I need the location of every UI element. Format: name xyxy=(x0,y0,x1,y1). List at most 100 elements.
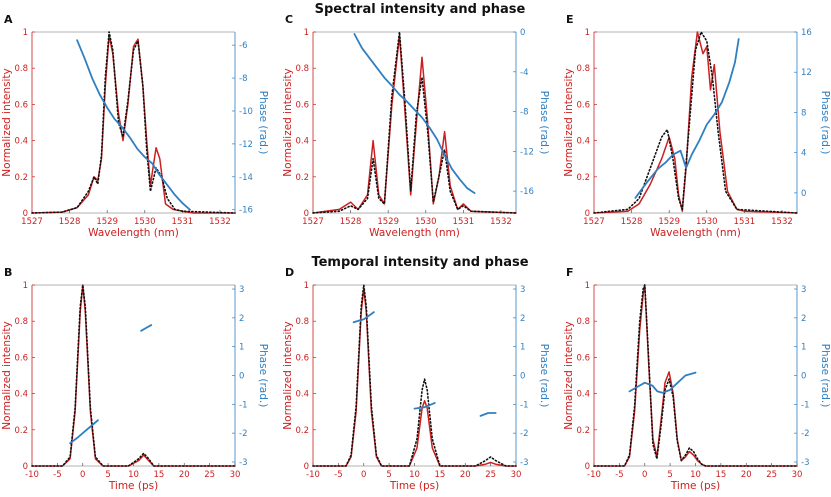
y2-tick-label: -4 xyxy=(520,68,528,78)
y2-tick-label: 2 xyxy=(520,314,525,324)
y2-tick-label: -3 xyxy=(801,458,809,468)
x-tick-label: 1527 xyxy=(583,217,605,227)
panel-label: A xyxy=(4,13,13,26)
y2-tick-label: 3 xyxy=(801,285,806,295)
y2-tick-label: -16 xyxy=(520,187,534,197)
y-tick-label: 0.2 xyxy=(295,173,309,183)
y2-tick-label: 8 xyxy=(801,108,806,118)
reference-series-line xyxy=(31,31,236,214)
x-axis-label: Time (ps) xyxy=(108,480,158,492)
y-axis-label: Normalized intensity xyxy=(282,68,294,176)
phase-series-line xyxy=(479,412,497,417)
panel-b: B-10 -5 0 5 10 15 20 25 3000.20.40.60.81-3-2-101… xyxy=(1,266,269,492)
y2-tick-label: -1 xyxy=(801,400,809,410)
y2-tick-label: -1 xyxy=(239,400,247,410)
x-tick-label: 0 xyxy=(642,470,647,480)
y2-tick-label: -12 xyxy=(239,140,253,150)
y2-axis-label: Phase (rad.) xyxy=(257,91,269,155)
y-tick-label: 0.6 xyxy=(14,100,28,110)
y-tick-label: 0.4 xyxy=(295,390,309,400)
y2-tick-label: -1 xyxy=(520,400,528,410)
intensity-series-line xyxy=(593,284,798,467)
y2-tick-label: 0 xyxy=(239,372,244,382)
reference-series-line xyxy=(312,284,517,467)
y-tick-label: 0 xyxy=(585,209,590,219)
y-tick-label: 0.2 xyxy=(295,426,309,436)
y2-tick-label: -2 xyxy=(239,429,247,439)
y-tick-label: 0.4 xyxy=(576,137,590,147)
y-tick-label: 1 xyxy=(304,28,309,38)
panel-label: E xyxy=(566,13,574,26)
x-tick-label: -5 xyxy=(334,470,342,480)
y-tick-label: 0.8 xyxy=(295,317,309,327)
reference-series-line xyxy=(31,284,236,467)
y-axis-label: Normalized intensity xyxy=(1,321,13,429)
x-axis-label: Wavelength (nm) xyxy=(369,227,460,239)
phase-series-line xyxy=(628,371,697,394)
x-tick-label: -5 xyxy=(615,470,623,480)
y2-tick-label: -3 xyxy=(520,458,528,468)
panel-e: E 1527 1528 1529 1530 1531 1532 0 0.2 0.4 0.6 0.8 1 0… xyxy=(563,13,831,239)
x-tick-label: 20 xyxy=(460,470,471,480)
y-tick-label: 0.8 xyxy=(295,64,309,74)
x-tick-label: 25 xyxy=(485,470,496,480)
y2-tick-label: 3 xyxy=(239,285,244,295)
reference-series-line xyxy=(312,31,517,214)
x-tick-label: 1530 xyxy=(134,217,156,227)
y-tick-label: 0.2 xyxy=(576,173,590,183)
phase-series-line xyxy=(69,419,99,445)
y2-tick-label: 2 xyxy=(239,314,244,324)
x-axis-label: Wavelength (nm) xyxy=(88,227,179,239)
x-tick-label: 1530 xyxy=(415,217,437,227)
x-tick-label: 10 xyxy=(409,470,420,480)
y-tick-label: 0 xyxy=(23,209,28,219)
x-tick-label: 1527 xyxy=(302,217,324,227)
y-tick-label: 1 xyxy=(585,28,590,38)
y2-axis-label: Phase (rad.) xyxy=(819,344,831,408)
y-axis-label: Normalized intensity xyxy=(1,68,13,176)
y-axis-label: Normalized intensity xyxy=(563,321,575,429)
x-tick-label: 1531 xyxy=(172,217,194,227)
y2-tick-label: 1 xyxy=(520,343,525,353)
y-tick-label: 1 xyxy=(23,281,28,291)
y-tick-label: 0 xyxy=(585,462,590,472)
y-tick-label: 0.8 xyxy=(14,64,28,74)
y2-tick-label: 4 xyxy=(801,149,806,159)
y2-axis-label: Phase (rad.) xyxy=(538,91,550,155)
x-tick-label: 1528 xyxy=(340,217,362,227)
y-tick-label: 0.4 xyxy=(14,390,28,400)
x-tick-label: 1529 xyxy=(377,217,399,227)
x-tick-label: -10 xyxy=(306,470,320,480)
y-tick-label: 0.2 xyxy=(14,173,28,183)
x-tick-label: 1532 xyxy=(490,217,512,227)
x-tick-label: 1529 xyxy=(96,217,118,227)
reference-series-line xyxy=(593,31,798,214)
x-tick-label: 30 xyxy=(511,470,522,480)
y2-axis-label: Phase (rad.) xyxy=(538,344,550,408)
x-tick-label: 1532 xyxy=(771,217,793,227)
x-tick-label: 1527 xyxy=(21,217,43,227)
intensity-series-line xyxy=(312,287,517,467)
y2-tick-label: 0 xyxy=(520,372,525,382)
x-tick-label: 10 xyxy=(128,470,139,480)
x-tick-label: 20 xyxy=(179,470,190,480)
y-axis-label: Normalized intensity xyxy=(563,68,575,176)
y2-tick-label: -2 xyxy=(801,429,809,439)
y-tick-label: 0.4 xyxy=(295,137,309,147)
x-tick-label: 1528 xyxy=(59,217,81,227)
intensity-series-line xyxy=(593,31,798,214)
y-tick-label: 0.2 xyxy=(14,426,28,436)
y2-tick-label: -8 xyxy=(239,74,247,84)
x-tick-label: -5 xyxy=(53,470,61,480)
y2-tick-label: 3 xyxy=(520,285,525,295)
x-tick-label: -10 xyxy=(25,470,39,480)
x-tick-label: 5 xyxy=(667,470,672,480)
reference-series-line xyxy=(593,284,798,467)
y-tick-label: 0.6 xyxy=(295,100,309,110)
x-tick-label: 5 xyxy=(386,470,391,480)
x-tick-label: 1531 xyxy=(453,217,475,227)
panel-c: C 1527 1528 1529 1530 1531 1532 0 0.2 0.4 0.6 0.8 1 -… xyxy=(282,13,550,239)
y2-tick-label: 16 xyxy=(801,28,812,38)
y2-tick-label: 12 xyxy=(801,68,812,78)
